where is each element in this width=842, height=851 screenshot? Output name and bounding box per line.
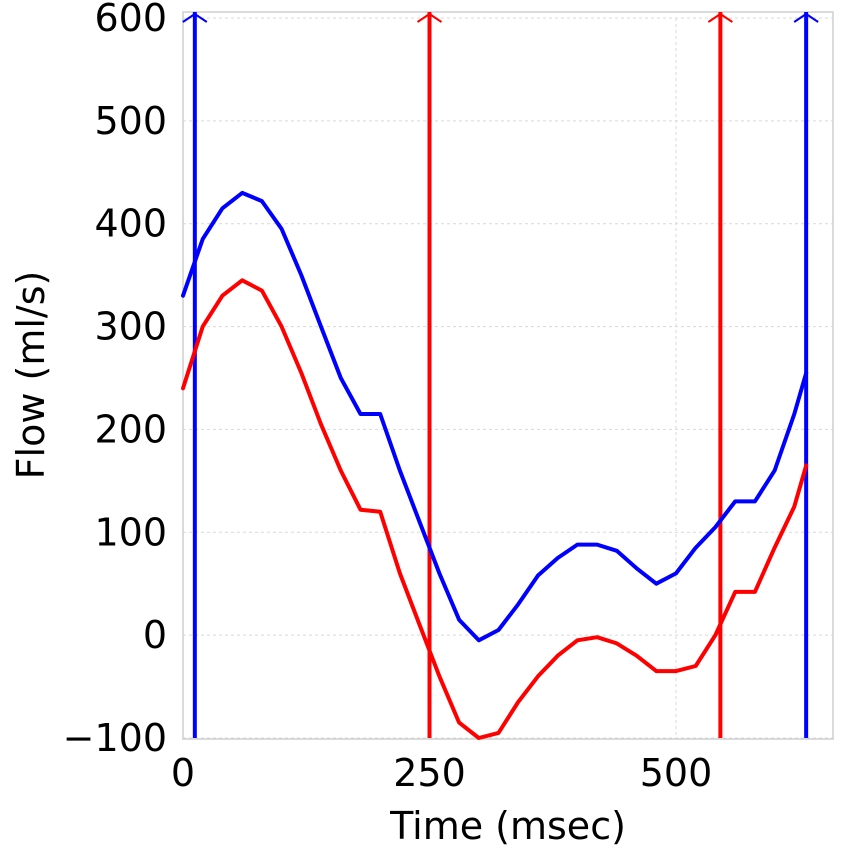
y-tick-labels: 600 500 400 300 200 100 0 −100 [63, 0, 167, 760]
x-tick-labels: 0 250 500 [171, 751, 712, 795]
y-tick-label: 400 [94, 202, 167, 246]
x-tick-label: 500 [640, 751, 713, 795]
x-tick-label: 250 [393, 751, 466, 795]
y-tick-label: 100 [94, 510, 167, 554]
y-tick-label: 0 [143, 613, 167, 657]
x-axis-label: Time (msec) [389, 804, 626, 848]
grid [182, 17, 833, 739]
y-tick-label: 600 [94, 0, 167, 40]
vertical-marker-tip [707, 12, 733, 23]
vertical-marker-tip [793, 12, 819, 23]
vertical-marker-tip [182, 12, 208, 23]
y-tick-label: −100 [63, 716, 167, 760]
y-tick-label: 300 [94, 305, 167, 349]
series-line-1 [181, 278, 809, 740]
series-line-0 [181, 190, 809, 643]
plot-area-frame [182, 11, 834, 740]
series-lines [181, 190, 809, 740]
y-tick-label: 500 [94, 99, 167, 143]
x-tick-label: 0 [171, 751, 195, 795]
y-tick-label: 200 [94, 407, 167, 451]
y-axis-label: Flow (ml/s) [9, 271, 53, 480]
vertical-marker-tip [416, 12, 443, 23]
